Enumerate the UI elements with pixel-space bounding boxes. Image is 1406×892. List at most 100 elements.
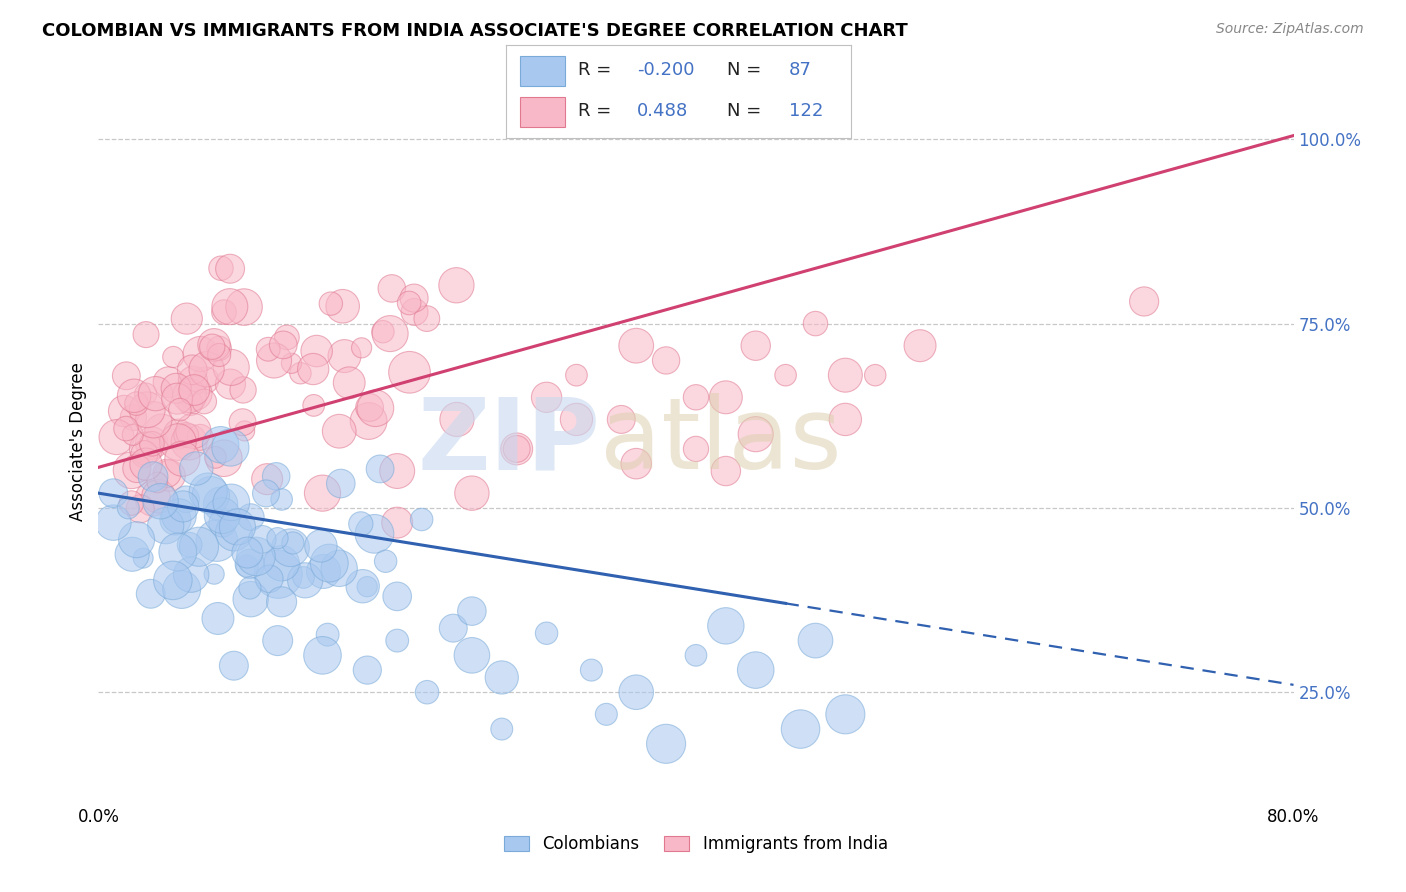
Point <box>233 300 256 314</box>
Point <box>461 486 484 500</box>
Point <box>610 412 633 426</box>
Point <box>226 520 249 534</box>
Legend: Colombians, Immigrants from India: Colombians, Immigrants from India <box>498 828 894 860</box>
Point <box>142 469 165 483</box>
Point <box>257 343 280 357</box>
Point <box>536 626 558 640</box>
Point <box>141 436 163 450</box>
Point <box>745 339 768 353</box>
Point <box>565 368 588 383</box>
Point <box>121 428 143 442</box>
Point <box>180 567 202 582</box>
Point <box>267 567 290 582</box>
Point <box>685 390 707 404</box>
Point <box>170 582 193 597</box>
Point <box>176 311 198 326</box>
Point <box>202 567 225 582</box>
Point <box>337 376 360 390</box>
Point <box>398 296 420 310</box>
Point <box>211 508 233 523</box>
Point <box>179 389 201 403</box>
Point <box>446 412 468 426</box>
Point <box>188 430 211 444</box>
Point <box>359 401 381 415</box>
Point <box>333 349 356 363</box>
Point <box>125 461 148 475</box>
Point <box>142 491 165 506</box>
Point <box>150 424 173 438</box>
Point <box>201 340 224 354</box>
Point <box>626 685 648 699</box>
Point <box>162 350 184 364</box>
Point <box>122 389 145 403</box>
Point <box>209 497 232 511</box>
Point <box>183 383 205 397</box>
Point <box>134 447 156 461</box>
Point <box>626 339 648 353</box>
Point <box>316 628 339 642</box>
Point <box>159 468 181 483</box>
Point <box>254 486 277 500</box>
Text: R =: R = <box>578 61 617 78</box>
Point <box>245 549 267 564</box>
Point <box>264 469 287 483</box>
Point <box>565 412 588 426</box>
Point <box>197 485 219 500</box>
Point <box>328 424 350 438</box>
Point <box>148 489 170 503</box>
Text: 0.488: 0.488 <box>637 102 689 120</box>
Point <box>270 595 292 609</box>
Point <box>209 438 232 452</box>
Point <box>461 648 484 663</box>
Point <box>294 574 316 588</box>
Point <box>714 390 737 404</box>
Point <box>311 486 333 500</box>
Point <box>714 464 737 478</box>
Point <box>219 377 242 392</box>
Point <box>356 663 378 677</box>
Point <box>188 540 211 554</box>
Point <box>385 516 409 530</box>
Point <box>117 500 139 515</box>
Point <box>655 353 678 368</box>
Point <box>174 428 197 442</box>
Point <box>121 547 143 561</box>
Point <box>1133 294 1156 309</box>
Text: 87: 87 <box>789 61 811 78</box>
Point <box>156 467 179 481</box>
Point <box>141 436 163 450</box>
Point <box>266 531 288 545</box>
Point <box>404 305 426 319</box>
Point <box>219 360 242 375</box>
Point <box>186 461 208 475</box>
Point <box>132 551 155 566</box>
Point <box>312 565 335 579</box>
Y-axis label: Associate's Degree: Associate's Degree <box>69 362 87 521</box>
Point <box>122 410 145 425</box>
Point <box>239 581 262 595</box>
Point <box>136 402 159 417</box>
Point <box>350 516 373 531</box>
Point <box>222 525 245 540</box>
Point <box>121 463 143 477</box>
Point <box>233 424 256 438</box>
Text: R =: R = <box>578 102 617 120</box>
Point <box>374 554 396 568</box>
Point <box>135 327 157 342</box>
Point <box>155 518 177 533</box>
Point <box>135 457 157 471</box>
Point <box>416 311 439 326</box>
Point <box>202 338 225 352</box>
Point <box>775 368 797 383</box>
Point <box>157 376 180 390</box>
Point <box>200 488 222 502</box>
Point <box>105 430 128 444</box>
Point <box>146 475 169 490</box>
Point <box>259 572 281 586</box>
Point <box>280 356 302 370</box>
Point <box>416 685 439 699</box>
Point <box>371 325 394 339</box>
Point <box>834 368 856 383</box>
Point <box>352 579 374 593</box>
Point <box>149 494 172 508</box>
